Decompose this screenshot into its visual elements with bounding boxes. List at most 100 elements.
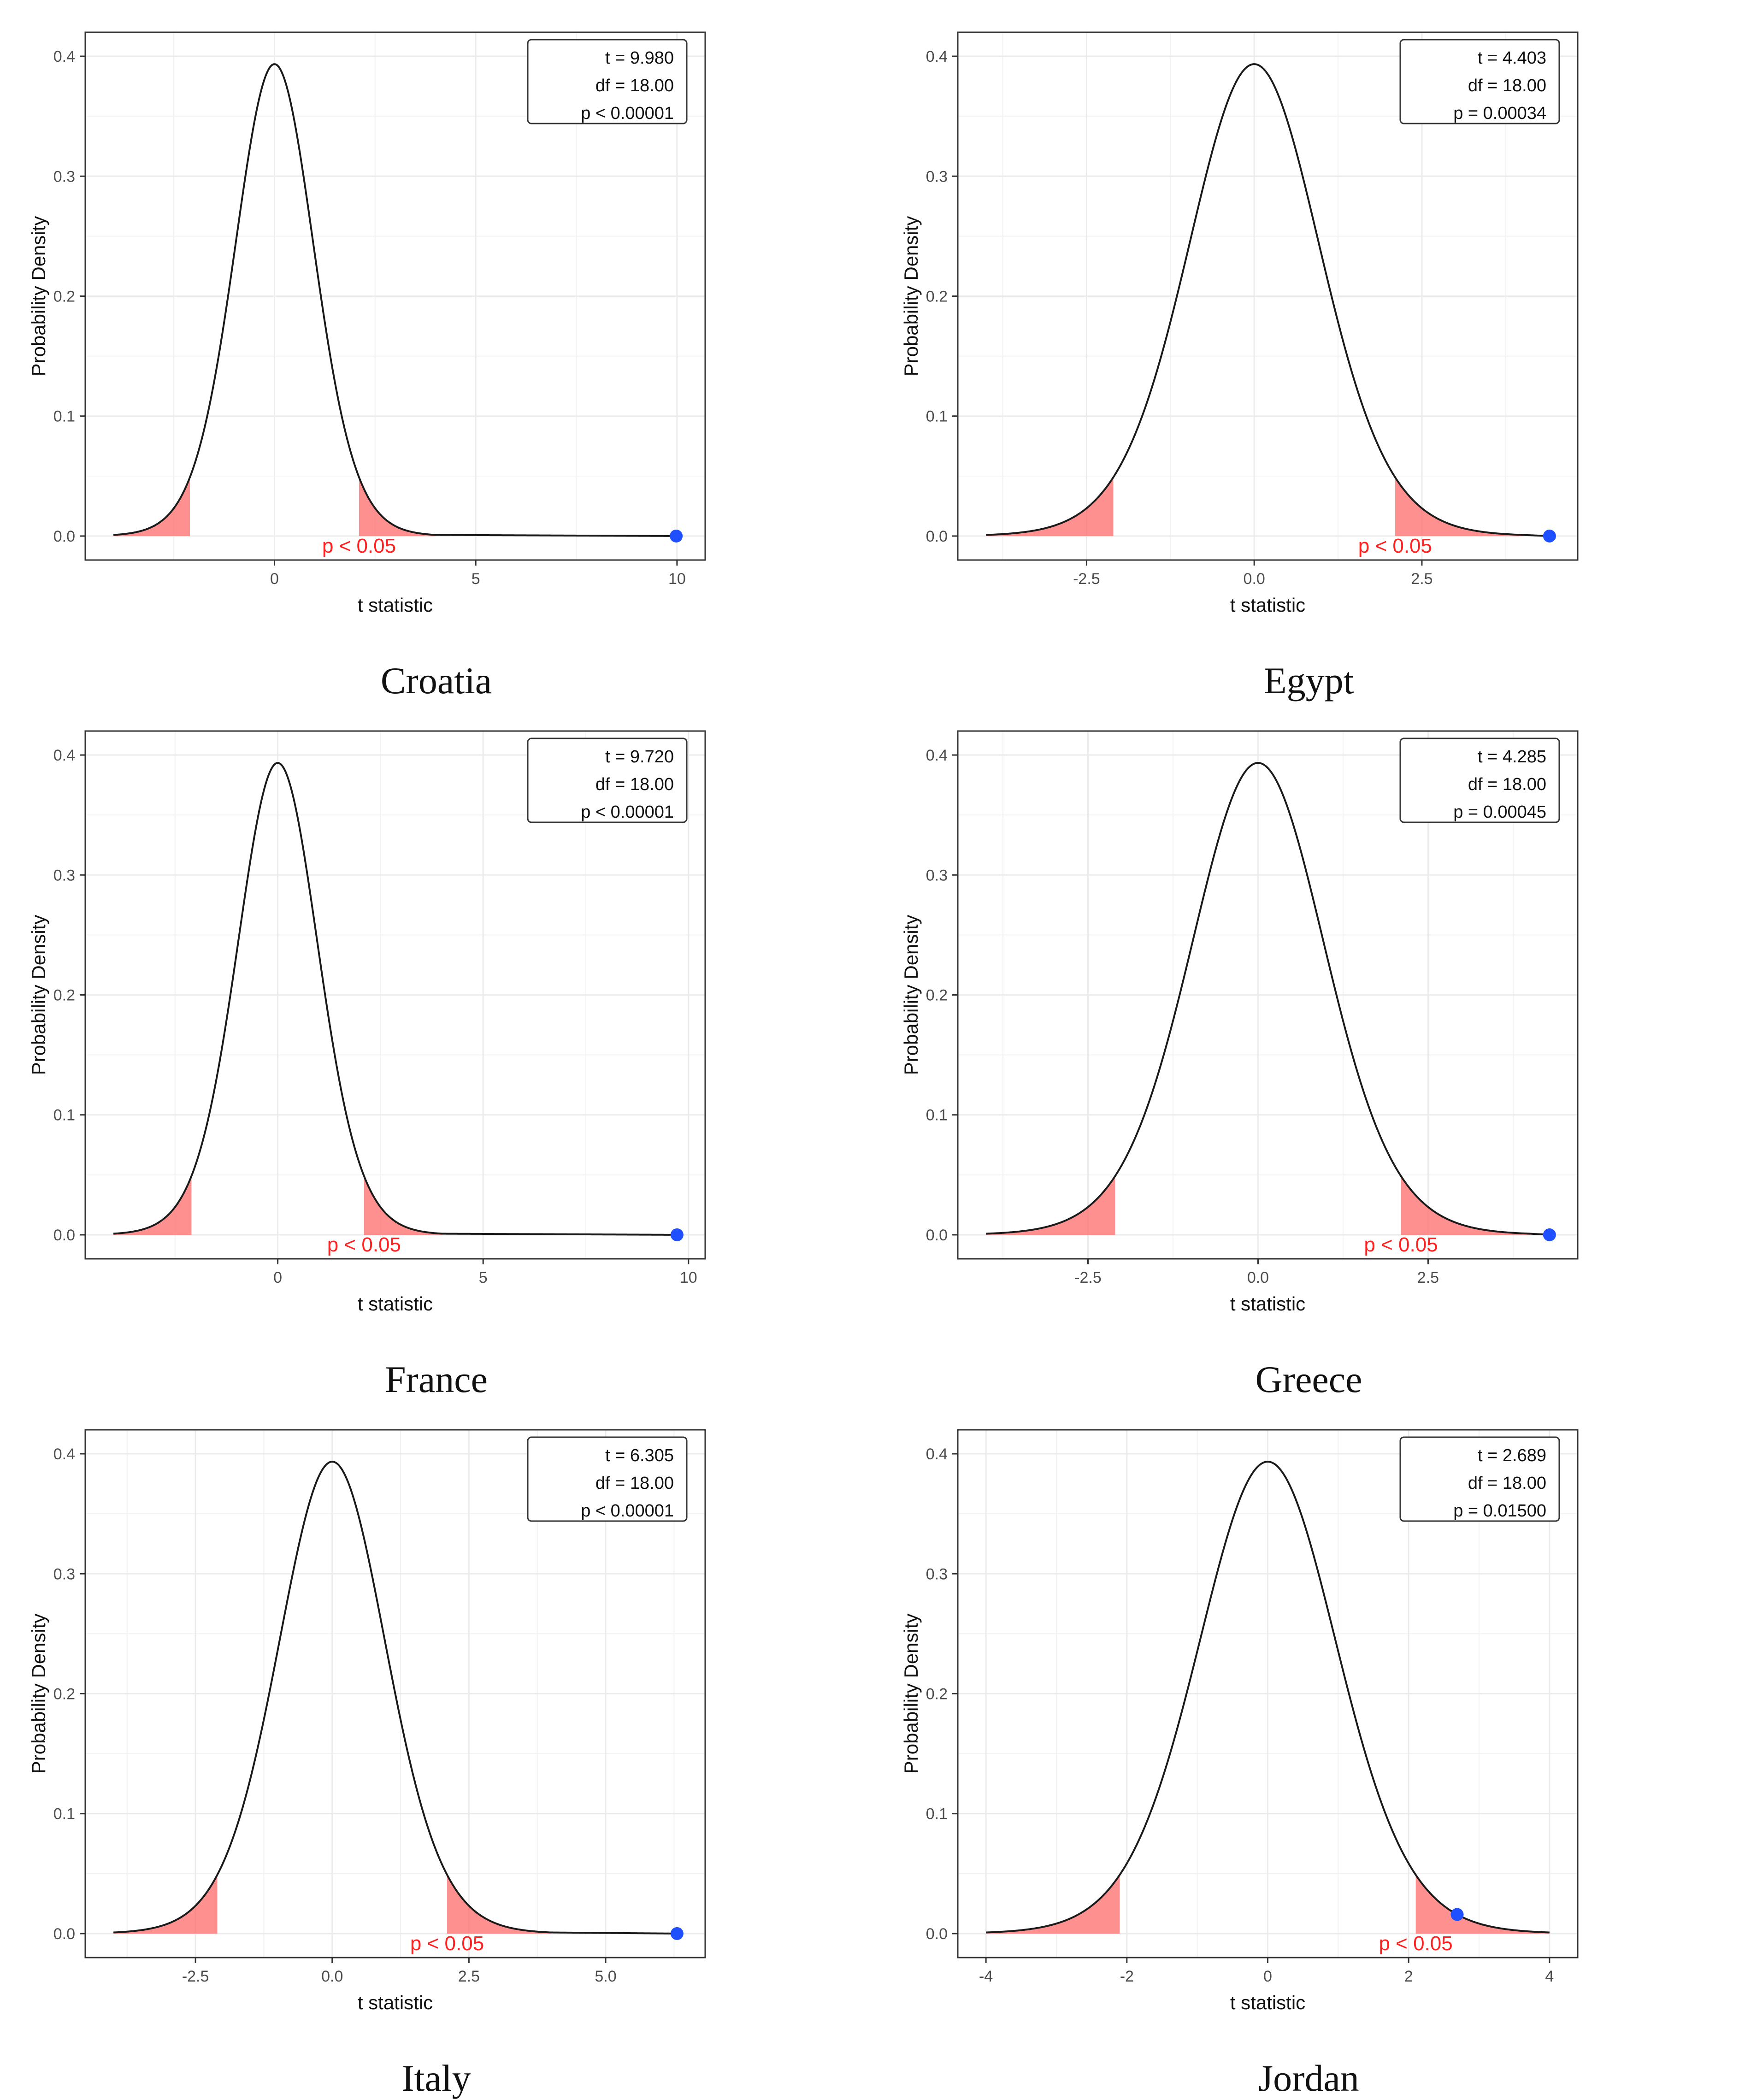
y-tick-label: 0.1 xyxy=(53,1107,75,1124)
stats-legend-line: df = 18.00 xyxy=(1468,1474,1546,1493)
x-tick-label: -2.5 xyxy=(1074,1269,1102,1286)
x-axis-title: t statistic xyxy=(1230,1992,1305,2013)
panel-caption: Egypt xyxy=(1263,660,1354,702)
density-curve xyxy=(986,762,1550,1236)
rejection-region-left xyxy=(113,1875,218,1934)
stats-legend-line: df = 18.00 xyxy=(595,775,674,794)
x-tick-label: 2 xyxy=(1404,1968,1413,1985)
panel-caption: Greece xyxy=(1255,1358,1362,1400)
x-tick-label: 5.0 xyxy=(595,1968,616,1985)
panel-caption: Croatia xyxy=(380,660,492,702)
x-axis-title: t statistic xyxy=(358,594,433,616)
x-tick-label: 5 xyxy=(472,570,480,588)
rejection-region-label: p < 0.05 xyxy=(410,1932,484,1955)
y-axis-title: Probability Density xyxy=(28,216,49,377)
y-tick-label: 0.0 xyxy=(53,1227,75,1244)
chart-svg: p < 0.05 -2.5 0.0 2.5 0.0 0.1 0.2 0.3 0.4 t stati… xyxy=(900,730,1579,1315)
y-tick-label: 0.3 xyxy=(53,1565,75,1583)
density-curve xyxy=(986,63,1550,537)
y-tick-label: 0.0 xyxy=(926,528,948,545)
rejection-region-right xyxy=(364,1176,442,1235)
observed-t-point xyxy=(1543,529,1556,543)
rejection-region-left xyxy=(113,477,190,536)
y-tick-label: 0.3 xyxy=(53,168,75,185)
chart-svg: p < 0.05 -2.5 0.0 2.5 5.0 0.0 0.1 0.2 0.3 0.4 t st… xyxy=(28,1429,706,2013)
stats-legend-box xyxy=(527,1436,688,1522)
stats-legend-line: p = 0.00034 xyxy=(1453,104,1546,123)
rejection-region-label: p < 0.05 xyxy=(322,535,396,557)
y-tick-label: 0.2 xyxy=(926,288,948,306)
y-tick-label: 0.1 xyxy=(926,1107,948,1124)
rejection-region-left xyxy=(986,1875,1120,1934)
y-tick-label: 0.3 xyxy=(926,1565,948,1583)
x-axis-title: t statistic xyxy=(1230,594,1305,616)
y-tick-label: 0.4 xyxy=(926,1445,948,1463)
rejection-region-right xyxy=(359,477,436,536)
rejection-region-right xyxy=(447,1875,551,1934)
chart-panel-croatia: p < 0.05 0 5 10 0.0 0.1 0.2 0.3 0.4 t statistic Pr… xyxy=(0,0,872,702)
y-tick-label: 0.4 xyxy=(926,747,948,764)
stats-legend-line: t = 9.720 xyxy=(605,747,674,767)
panel-caption: Jordan xyxy=(1258,2057,1359,2099)
rejection-region-right xyxy=(1415,1875,1550,1934)
x-tick-label: 0 xyxy=(1263,1968,1272,1985)
grid-major xyxy=(85,731,705,1259)
density-curve xyxy=(113,1461,677,1935)
stats-legend-line: t = 2.689 xyxy=(1478,1446,1546,1465)
x-tick-label: 10 xyxy=(668,570,686,588)
rejection-region-left xyxy=(986,1176,1115,1235)
stats-legend-line: df = 18.00 xyxy=(595,76,674,95)
chart-svg: p < 0.05 0 5 10 0.0 0.1 0.2 0.3 0.4 t statistic Pr… xyxy=(28,730,706,1315)
rejection-region-right xyxy=(1401,1176,1530,1235)
observed-t-point xyxy=(670,1927,684,1940)
y-tick-label: 0.1 xyxy=(53,1805,75,1823)
chart-svg: p < 0.05 -4 -2 0 2 4 0.0 0.1 0.2 0.3 0.4 t statisti… xyxy=(900,1429,1579,2013)
y-tick-label: 0.2 xyxy=(53,987,75,1004)
density-curve xyxy=(113,63,677,537)
density-curve xyxy=(113,762,677,1236)
y-tick-label: 0.2 xyxy=(53,1686,75,1703)
x-tick-label: 5 xyxy=(479,1269,488,1286)
stats-legend-line: t = 4.285 xyxy=(1478,747,1546,767)
y-tick-label: 0.3 xyxy=(926,168,948,185)
chart-panel-jordan: p < 0.05 -4 -2 0 2 4 0.0 0.1 0.2 0.3 0.4 t statisti… xyxy=(872,1398,1745,2099)
x-tick-label: 2.5 xyxy=(1411,570,1433,588)
y-tick-label: 0.0 xyxy=(926,1925,948,1943)
y-axis-title: Probability Density xyxy=(28,1614,49,1774)
y-tick-label: 0.4 xyxy=(53,1445,75,1463)
y-tick-label: 0.2 xyxy=(926,987,948,1004)
x-tick-label: 0.0 xyxy=(321,1968,343,1985)
stats-legend-box xyxy=(527,737,688,823)
y-tick-label: 0.1 xyxy=(926,408,948,425)
panel-caption: Italy xyxy=(401,2057,471,2099)
stats-legend-line: t = 4.403 xyxy=(1478,48,1546,68)
y-tick-label: 0.0 xyxy=(53,1925,75,1943)
rejection-region-left xyxy=(113,1176,192,1235)
stats-legend-line: p = 0.01500 xyxy=(1453,1501,1546,1521)
chart-panel-greece: p < 0.05 -2.5 0.0 2.5 0.0 0.1 0.2 0.3 0.4 t stati… xyxy=(872,699,1745,1400)
rejection-region-label: p < 0.05 xyxy=(1358,535,1432,557)
stats-legend-line: t = 9.980 xyxy=(605,48,674,68)
y-tick-label: 0.2 xyxy=(926,1686,948,1703)
chart-panel-egypt: p < 0.05 -2.5 0.0 2.5 0.0 0.1 0.2 0.3 0.4 t stati… xyxy=(872,0,1745,702)
rejection-region-label: p < 0.05 xyxy=(1364,1233,1438,1256)
y-tick-label: 0.0 xyxy=(53,528,75,545)
stats-legend-line: t = 6.305 xyxy=(605,1446,674,1465)
x-axis-title: t statistic xyxy=(1230,1293,1305,1315)
stats-legend-box xyxy=(1399,737,1560,823)
stats-legend-line: df = 18.00 xyxy=(1468,775,1546,794)
x-tick-label: 0 xyxy=(273,1269,282,1286)
y-tick-label: 0.4 xyxy=(53,747,75,764)
observed-t-point xyxy=(1543,1228,1556,1241)
stats-legend-line: df = 18.00 xyxy=(1468,76,1546,95)
rejection-region-label: p < 0.05 xyxy=(327,1233,401,1256)
stats-legend-line: p < 0.00001 xyxy=(581,104,674,123)
x-tick-label: 2.5 xyxy=(458,1968,480,1985)
y-axis-title: Probability Density xyxy=(900,216,922,377)
y-tick-label: 0.0 xyxy=(926,1227,948,1244)
observed-t-point xyxy=(670,1228,684,1241)
y-tick-label: 0.1 xyxy=(53,408,75,425)
x-tick-label: 2.5 xyxy=(1417,1269,1439,1286)
x-tick-label: 0 xyxy=(270,570,279,588)
